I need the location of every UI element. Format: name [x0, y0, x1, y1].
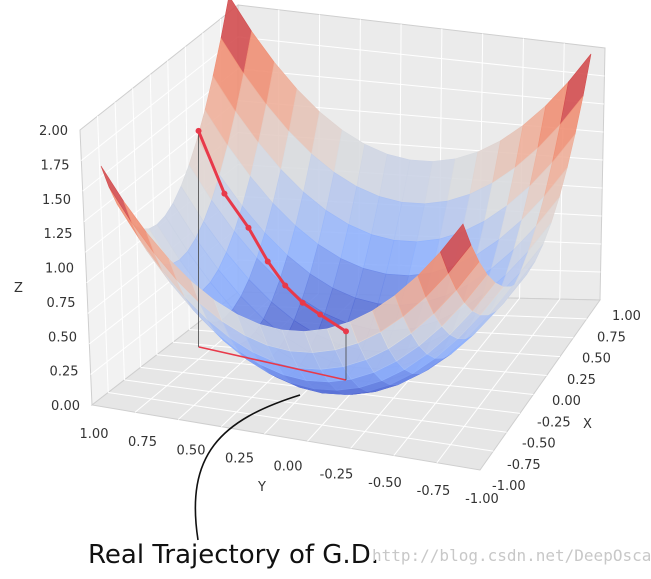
gd-trajectory [195, 127, 349, 381]
grid-line [393, 297, 520, 456]
paraboloid-surface [100, 0, 592, 395]
y-tick-label: -1.00 [465, 492, 499, 507]
grid-line [167, 60, 174, 343]
surface-facet [440, 223, 472, 274]
grid-line [97, 116, 109, 393]
trajectory-floor-projection [198, 346, 347, 381]
x-tick-label: 0.00 [552, 394, 581, 409]
x-tick-label: -0.25 [537, 415, 571, 430]
trajectory-step-marker [282, 282, 289, 289]
y-tick-label: 0.25 [225, 451, 254, 466]
x-tick-label: 0.50 [582, 352, 611, 367]
trajectory-step-marker [317, 311, 324, 318]
z-tick-label: 0.50 [48, 330, 77, 345]
x-tick-label: -1.00 [492, 479, 526, 494]
z-axis-label: Z [14, 281, 23, 296]
y-axis-label: Y [257, 480, 266, 495]
grid-line [114, 102, 125, 380]
y-tick-label: -0.50 [368, 476, 402, 491]
grid-line [124, 379, 507, 433]
x-axis-label: X [583, 417, 592, 432]
grid-line [81, 36, 239, 161]
z-tick-label: 0.00 [51, 399, 80, 414]
trajectory-step-marker [343, 328, 349, 335]
z-tick-label: 0.75 [47, 296, 76, 311]
trajectory-step-marker [195, 127, 202, 134]
grid-line [108, 391, 494, 452]
z-tick-label: 1.75 [41, 158, 70, 173]
y-tick-label: -0.75 [417, 484, 451, 499]
trajectory-path [197, 130, 347, 333]
trajectory-step-marker [221, 190, 228, 197]
y-tick-label: 1.00 [80, 427, 109, 442]
trajectory-step-marker [299, 299, 306, 306]
y-tick-label: -0.25 [320, 468, 354, 483]
x-tick-label: 0.75 [597, 330, 626, 345]
trajectory-step-marker [264, 258, 271, 265]
grid-line [436, 298, 561, 464]
caption-pointer-line [194, 394, 301, 541]
y-tick-label: 0.75 [128, 435, 157, 450]
trajectory-caption: Real Trajectory of G.D. [88, 540, 379, 570]
y-tick-label: 0.00 [274, 460, 303, 475]
watermark-text: http://blog.csdn.net/DeepOscar [372, 546, 651, 565]
grid-line [149, 74, 158, 355]
z-tick-label: 1.50 [42, 193, 71, 208]
z-tick-label: 1.25 [44, 227, 73, 242]
x-tick-label: 1.00 [612, 309, 641, 324]
axis-ticks: 0.00 0.25 0.50 0.75 1.00 1.25 1.50 1.75 2.00 1.00… [39, 124, 641, 507]
grid-line [237, 68, 604, 105]
grid-line [237, 36, 605, 77]
z-tick-label: 1.00 [45, 262, 74, 277]
x-tick-label: 0.25 [567, 373, 596, 388]
x-tick-label: -0.50 [522, 437, 556, 452]
z-tick-label: 2.00 [39, 124, 68, 139]
y-tick-label: 0.50 [177, 443, 206, 458]
x-tick-label: -0.75 [507, 458, 541, 473]
z-tick-label: 0.25 [50, 365, 79, 380]
trajectory-step-marker [245, 224, 252, 231]
